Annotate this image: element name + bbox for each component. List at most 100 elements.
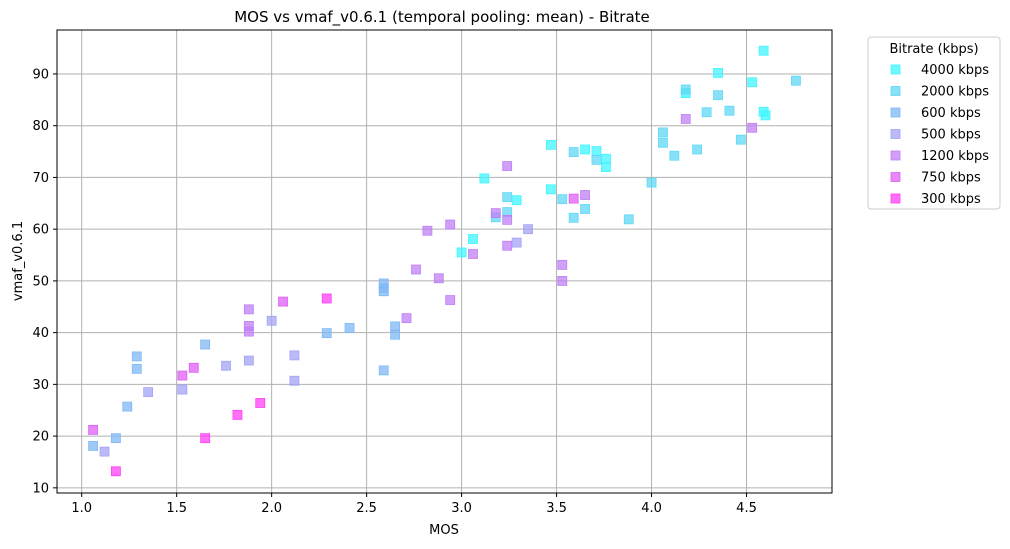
data-point-600-kbps bbox=[122, 401, 133, 412]
data-point-2000-kbps bbox=[646, 177, 657, 188]
axis-ticks: 1.0 1.5 2.0 2.5 3.0 3.5 4.0 4.5 10 20 30 40 50 60 70 80… bbox=[32, 67, 756, 516]
data-point-500-kbps bbox=[511, 237, 522, 248]
data-point-2000-kbps bbox=[735, 134, 746, 145]
x-tick-label: 3.5 bbox=[546, 501, 567, 516]
data-point-500-kbps bbox=[523, 224, 533, 235]
data-point-2000-kbps bbox=[692, 144, 703, 155]
data-point-600-kbps bbox=[344, 323, 355, 333]
data-point-500-kbps bbox=[99, 446, 110, 457]
x-tick-label: 3.0 bbox=[451, 501, 472, 516]
legend-label: 2000 kbps bbox=[921, 85, 989, 100]
data-point-4000-kbps bbox=[511, 195, 522, 206]
data-point-2000-kbps bbox=[568, 147, 579, 157]
data-point-500-kbps bbox=[177, 384, 188, 395]
data-point-4000-kbps bbox=[468, 234, 478, 244]
y-tick-label: 20 bbox=[32, 430, 49, 445]
data-point-300-kbps bbox=[255, 398, 266, 408]
data-point-500-kbps bbox=[243, 355, 254, 366]
legend-label: 600 kbps bbox=[921, 106, 981, 121]
data-point-4000-kbps bbox=[758, 106, 769, 117]
data-point-1200-kbps bbox=[468, 249, 478, 259]
legend-item: 500 kbps bbox=[890, 128, 981, 143]
legend: Bitrate (kbps) 4000 kbps 2000 kbps 600 kbp… bbox=[867, 36, 1001, 210]
data-point-1200-kbps bbox=[243, 326, 254, 337]
legend-title: Bitrate (kbps) bbox=[889, 42, 978, 57]
legend-marker bbox=[890, 129, 901, 139]
data-point-1200-kbps bbox=[411, 264, 421, 275]
data-point-600-kbps bbox=[200, 339, 211, 350]
data-point-4000-kbps bbox=[545, 184, 556, 195]
data-point-1200-kbps bbox=[243, 304, 254, 315]
x-tick-label: 2.5 bbox=[356, 501, 377, 516]
data-point-4000-kbps bbox=[456, 247, 467, 258]
legend-marker bbox=[890, 150, 901, 161]
data-point-300-kbps bbox=[110, 466, 121, 477]
legend-label: 750 kbps bbox=[921, 171, 981, 186]
data-point-300-kbps bbox=[321, 293, 332, 304]
data-point-2000-kbps bbox=[669, 150, 680, 161]
legend-marker bbox=[890, 64, 901, 75]
data-point-600-kbps bbox=[321, 328, 332, 339]
data-point-1200-kbps bbox=[445, 219, 456, 230]
data-point-2000-kbps bbox=[713, 90, 723, 101]
data-point-1200-kbps bbox=[502, 161, 513, 171]
data-point-1200-kbps bbox=[422, 225, 433, 236]
data-point-4000-kbps bbox=[545, 139, 556, 150]
data-point-1200-kbps bbox=[502, 214, 513, 225]
data-point-2000-kbps bbox=[658, 127, 668, 138]
data-point-500-kbps bbox=[289, 350, 300, 361]
data-point-1200-kbps bbox=[557, 275, 568, 286]
data-point-4000-kbps bbox=[713, 68, 723, 78]
x-axis-label: MOS bbox=[429, 523, 459, 538]
legend-item: 2000 kbps bbox=[890, 85, 989, 100]
legend-item: 300 kbps bbox=[890, 192, 981, 207]
data-point-1200-kbps bbox=[502, 240, 513, 251]
data-point-2000-kbps bbox=[724, 105, 735, 116]
chart-title: MOS vs vmaf_v0.6.1 (temporal pooling: me… bbox=[234, 8, 650, 27]
data-point-1200-kbps bbox=[445, 295, 456, 305]
data-point-500-kbps bbox=[266, 315, 277, 326]
legend-item: 750 kbps bbox=[890, 171, 981, 186]
data-point-600-kbps bbox=[390, 321, 401, 332]
data-point-4000-kbps bbox=[580, 144, 590, 155]
y-tick-label: 30 bbox=[32, 378, 49, 393]
x-tick-label: 4.5 bbox=[736, 501, 757, 516]
data-point-600-kbps bbox=[131, 351, 142, 362]
data-point-2000-kbps bbox=[623, 214, 634, 225]
legend-marker bbox=[890, 172, 901, 182]
data-point-4000-kbps bbox=[479, 173, 490, 184]
data-point-750-kbps bbox=[188, 362, 199, 373]
y-tick-label: 70 bbox=[32, 171, 49, 186]
plot-frame bbox=[56, 29, 833, 494]
legend-frame bbox=[867, 36, 1001, 210]
data-point-2000-kbps bbox=[791, 75, 801, 86]
legend-marker bbox=[890, 86, 901, 96]
data-point-1200-kbps bbox=[680, 114, 691, 124]
data-point-750-kbps bbox=[88, 424, 98, 435]
data-point-600-kbps bbox=[378, 365, 389, 376]
data-point-1200-kbps bbox=[557, 259, 568, 270]
data-point-4000-kbps bbox=[601, 153, 611, 164]
data-point-2000-kbps bbox=[591, 154, 602, 165]
data-point-2000-kbps bbox=[502, 192, 513, 202]
legend-item: 1200 kbps bbox=[890, 149, 989, 164]
data-points bbox=[88, 45, 801, 477]
x-tick-label: 1.5 bbox=[166, 501, 187, 516]
legend-item: 4000 kbps bbox=[890, 63, 989, 78]
y-tick-label: 10 bbox=[32, 481, 49, 496]
data-point-4000-kbps bbox=[758, 45, 769, 56]
data-point-500-kbps bbox=[221, 360, 231, 371]
data-point-1200-kbps bbox=[433, 273, 444, 284]
data-point-300-kbps bbox=[200, 433, 211, 444]
data-point-1200-kbps bbox=[401, 313, 412, 324]
data-point-500-kbps bbox=[289, 375, 300, 386]
data-point-750-kbps bbox=[177, 370, 188, 381]
grid-lines bbox=[57, 30, 832, 493]
legend-label: 1200 kbps bbox=[921, 149, 989, 164]
y-axis-label: vmaf_v0.6.1 bbox=[11, 221, 26, 301]
data-point-2000-kbps bbox=[658, 137, 668, 148]
y-tick-label: 50 bbox=[32, 274, 49, 289]
legend-item: 600 kbps bbox=[890, 106, 981, 121]
data-point-600-kbps bbox=[131, 363, 142, 374]
